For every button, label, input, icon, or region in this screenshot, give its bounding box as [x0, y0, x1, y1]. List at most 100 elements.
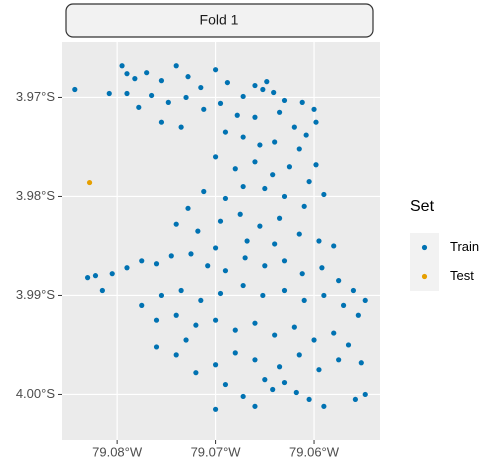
- point: [119, 63, 125, 69]
- point: [124, 71, 130, 77]
- legend-title: Set: [410, 198, 435, 215]
- point: [217, 100, 224, 106]
- point: [281, 379, 288, 386]
- point: [106, 90, 112, 97]
- point: [212, 67, 219, 73]
- point: [232, 327, 238, 333]
- point: [173, 352, 179, 358]
- point: [358, 360, 364, 366]
- point: [336, 278, 342, 284]
- point: [201, 106, 207, 112]
- point: [262, 263, 268, 269]
- strip: [65, 3, 374, 38]
- point: [291, 124, 297, 130]
- point: [350, 287, 357, 294]
- point: [276, 215, 283, 221]
- point: [124, 265, 130, 271]
- x-tick-label: 79.08°W: [92, 444, 143, 459]
- point: [139, 302, 145, 308]
- point: [86, 179, 93, 186]
- point: [158, 119, 165, 125]
- strip-label: Fold 1: [200, 12, 239, 28]
- point: [244, 238, 250, 244]
- point: [193, 322, 199, 328]
- point: [301, 297, 307, 304]
- point: [195, 228, 201, 234]
- point: [240, 134, 246, 140]
- point: [158, 292, 165, 299]
- point: [299, 99, 305, 105]
- point: [257, 223, 263, 229]
- point: [321, 403, 327, 409]
- point: [212, 154, 219, 160]
- point: [153, 317, 160, 323]
- point: [124, 90, 130, 97]
- point: [306, 178, 312, 185]
- point: [281, 258, 288, 264]
- point: [178, 287, 184, 294]
- point: [271, 89, 277, 96]
- point: [185, 205, 191, 211]
- point: [299, 271, 305, 277]
- point: [212, 317, 219, 323]
- point: [262, 377, 268, 383]
- point: [212, 362, 219, 368]
- point: [276, 109, 283, 115]
- point: [72, 86, 78, 93]
- point: [139, 258, 145, 264]
- point: [198, 297, 204, 304]
- point: [252, 82, 258, 89]
- y-tick-label: 3.99°S: [16, 287, 56, 302]
- legend-marker: [421, 273, 428, 280]
- point: [224, 79, 230, 86]
- point: [272, 139, 278, 145]
- point: [316, 367, 322, 373]
- point: [217, 290, 224, 297]
- point: [252, 114, 258, 120]
- y-tick-label: 3.98°S: [16, 188, 56, 203]
- point: [99, 287, 105, 294]
- point: [198, 84, 204, 91]
- point: [252, 357, 258, 363]
- point: [252, 320, 258, 326]
- point: [109, 271, 115, 277]
- point: [173, 312, 179, 318]
- point: [313, 162, 319, 168]
- point: [276, 364, 283, 370]
- point: [153, 261, 160, 267]
- point: [345, 342, 352, 348]
- point: [281, 193, 288, 200]
- point: [303, 132, 309, 138]
- point: [240, 282, 246, 289]
- point: [262, 185, 268, 192]
- point: [291, 324, 297, 330]
- point: [264, 79, 270, 85]
- point: [132, 76, 138, 82]
- point: [270, 386, 276, 393]
- point: [165, 99, 171, 105]
- point: [257, 142, 263, 148]
- point: [306, 396, 312, 403]
- point: [92, 273, 99, 279]
- point: [252, 403, 258, 409]
- point: [331, 330, 337, 336]
- point: [193, 370, 199, 376]
- point: [296, 352, 302, 358]
- point: [301, 203, 307, 209]
- point: [296, 231, 302, 237]
- point: [340, 302, 347, 308]
- y-tick-label: 3.97°S: [16, 89, 56, 104]
- point: [240, 183, 246, 190]
- point: [222, 381, 229, 388]
- point: [84, 275, 91, 281]
- point: [293, 389, 299, 396]
- point: [281, 97, 288, 104]
- y-tick-label: 4.00°S: [16, 386, 56, 401]
- point: [222, 268, 229, 274]
- point: [313, 119, 319, 125]
- point: [173, 221, 179, 227]
- point: [234, 112, 240, 118]
- point: [311, 106, 317, 112]
- point: [242, 255, 248, 261]
